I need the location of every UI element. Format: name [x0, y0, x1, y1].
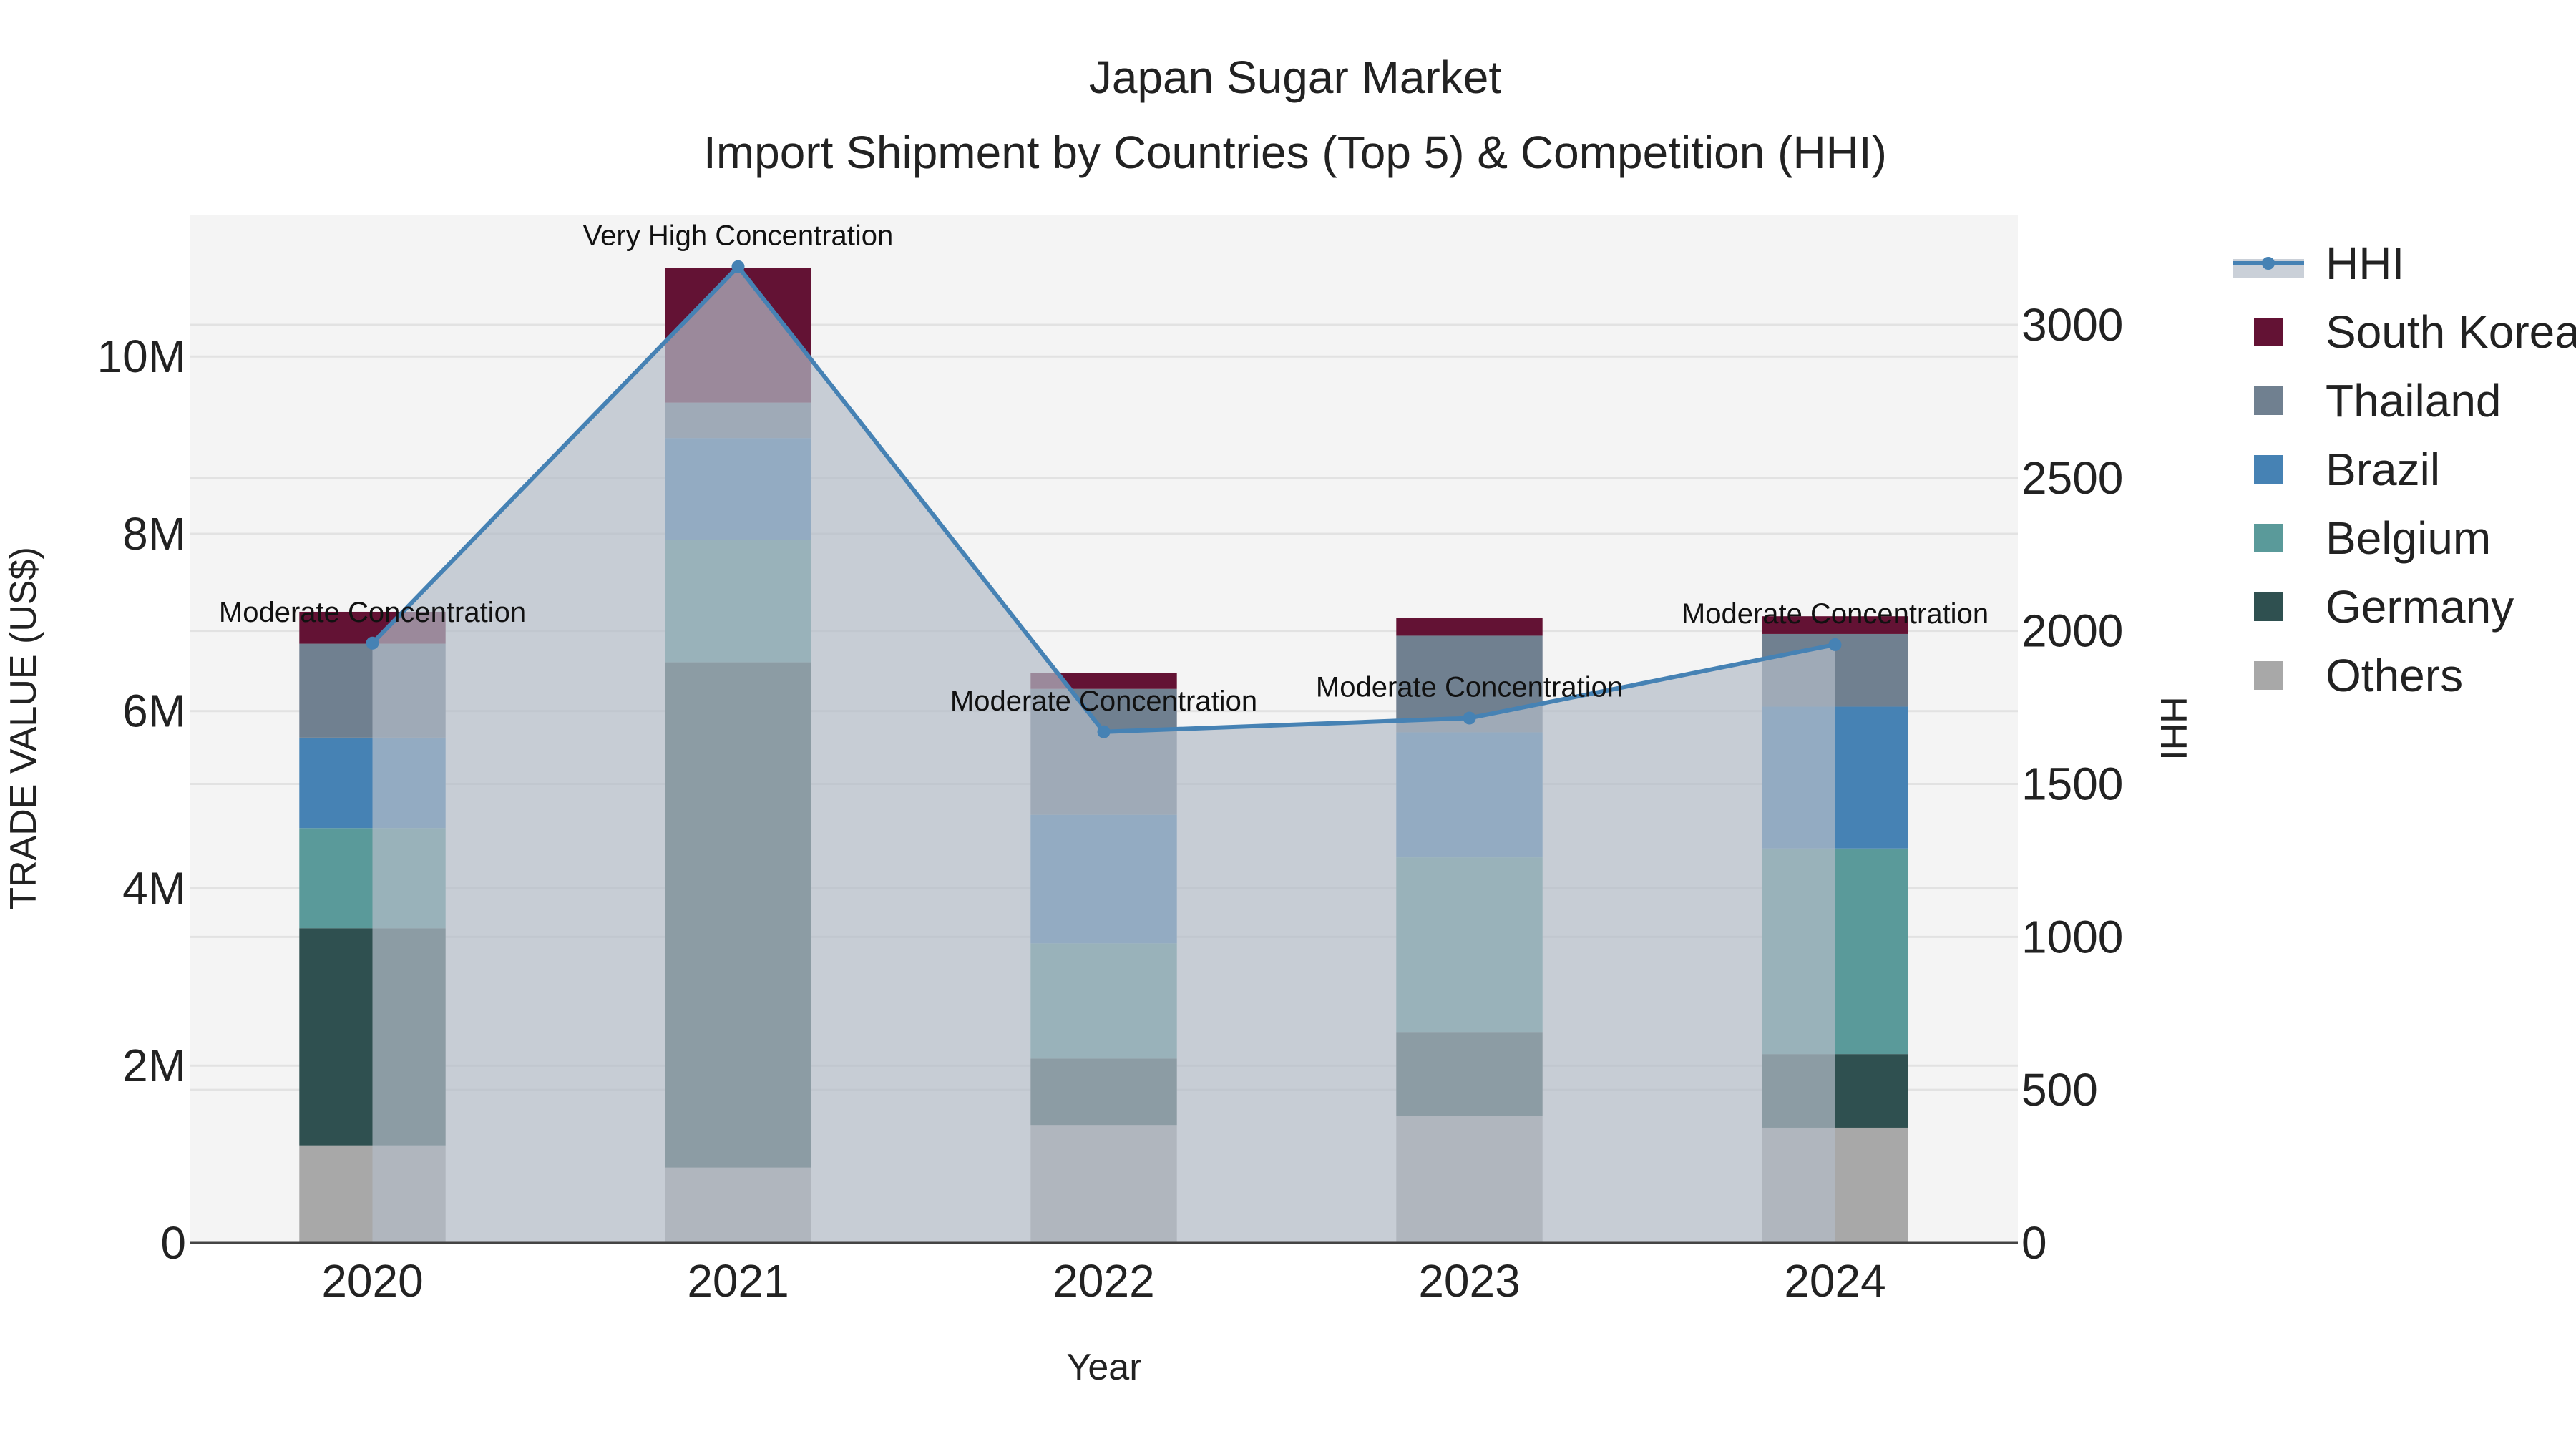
x-axis-title: Year: [1066, 1347, 1141, 1388]
legend-label-hhi[interactable]: HHI: [2326, 238, 2404, 289]
y2-axis-title: HHI: [2152, 696, 2194, 761]
legend-label-south-korea[interactable]: South Korea: [2326, 306, 2576, 358]
legend-swatch-belgium: [2254, 524, 2283, 552]
x-tick-label: 2020: [321, 1255, 423, 1307]
y-tick-label: 10M: [97, 331, 187, 382]
hhi-point-2024: [1828, 638, 1842, 651]
y-tick-label: 2M: [122, 1040, 186, 1091]
y-tick-label: 8M: [122, 508, 186, 560]
x-tick-label: 2024: [1784, 1255, 1885, 1307]
hhi-point-2023: [1463, 711, 1476, 725]
x-tick-label: 2022: [1053, 1255, 1154, 1307]
y2-axis-ticks: 0 500 1000 1500 2000 2500 3000: [2021, 299, 2123, 1269]
hhi-annotation-2021: Very High Concentration: [583, 220, 894, 252]
hhi-annotation-2022: Moderate Concentration: [950, 686, 1257, 717]
hhi-annotation-2020: Moderate Concentration: [219, 597, 526, 628]
legend-label-germany[interactable]: Germany: [2326, 581, 2514, 633]
hhi-annotation-2024: Moderate Concentration: [1682, 598, 1989, 630]
y2-tick-label: 500: [2021, 1064, 2098, 1116]
chart-subtitle: Import Shipment by Countries (Top 5) & C…: [703, 127, 1887, 178]
hhi-point-2020: [366, 636, 379, 650]
bar-south-korea-2024: [1762, 616, 1908, 634]
legend-swatch-south-korea: [2254, 318, 2283, 346]
legend-label-thailand[interactable]: Thailand: [2326, 375, 2502, 426]
hhi-layer: [366, 260, 1842, 1244]
bar-south-korea-2023: [1396, 618, 1543, 636]
legend[interactable]: HHI South Korea Thailand Brazil Belgium Germa…: [2233, 238, 2576, 701]
hhi-point-2022: [1097, 725, 1111, 738]
y2-tick-label: 2000: [2021, 605, 2123, 657]
legend-swatch-brazil: [2254, 455, 2283, 484]
y2-tick-label: 0: [2021, 1217, 2047, 1269]
x-tick-label: 2023: [1418, 1255, 1520, 1307]
y2-tick-label: 3000: [2021, 299, 2123, 351]
hhi-area: [372, 266, 1835, 1244]
x-tick-label: 2021: [687, 1255, 789, 1307]
y2-tick-label: 2500: [2021, 452, 2123, 504]
legend-swatch-thailand: [2254, 386, 2283, 415]
y-tick-label: 0: [160, 1217, 186, 1269]
y-tick-label: 6M: [122, 686, 186, 737]
hhi-annotation-2023: Moderate Concentration: [1316, 672, 1623, 703]
y-axis-ticks: 0 2M 4M 6M 8M 10M: [97, 331, 187, 1269]
y-axis-title: TRADE VALUE (US$): [3, 547, 44, 910]
y-tick-label: 4M: [122, 862, 186, 914]
annotation-layer: Moderate Concentration Very High Concentr…: [219, 220, 1989, 717]
x-axis-ticks: 2020 2021 2022 2023 2024: [321, 1255, 1885, 1307]
legend-label-brazil[interactable]: Brazil: [2326, 444, 2440, 495]
legend-label-belgium[interactable]: Belgium: [2326, 512, 2491, 564]
hhi-point-2021: [731, 260, 745, 273]
chart-title: Japan Sugar Market: [1089, 52, 1502, 103]
y2-tick-label: 1500: [2021, 758, 2123, 809]
legend-swatch-germany: [2254, 592, 2283, 621]
legend-label-others[interactable]: Others: [2326, 650, 2463, 701]
y2-tick-label: 1000: [2021, 911, 2123, 962]
legend-hhi-marker: [2262, 257, 2275, 270]
legend-swatch-others: [2254, 661, 2283, 690]
